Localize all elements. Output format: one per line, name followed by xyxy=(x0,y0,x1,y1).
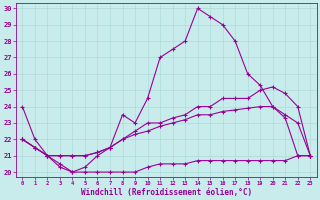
X-axis label: Windchill (Refroidissement éolien,°C): Windchill (Refroidissement éolien,°C) xyxy=(81,188,252,197)
